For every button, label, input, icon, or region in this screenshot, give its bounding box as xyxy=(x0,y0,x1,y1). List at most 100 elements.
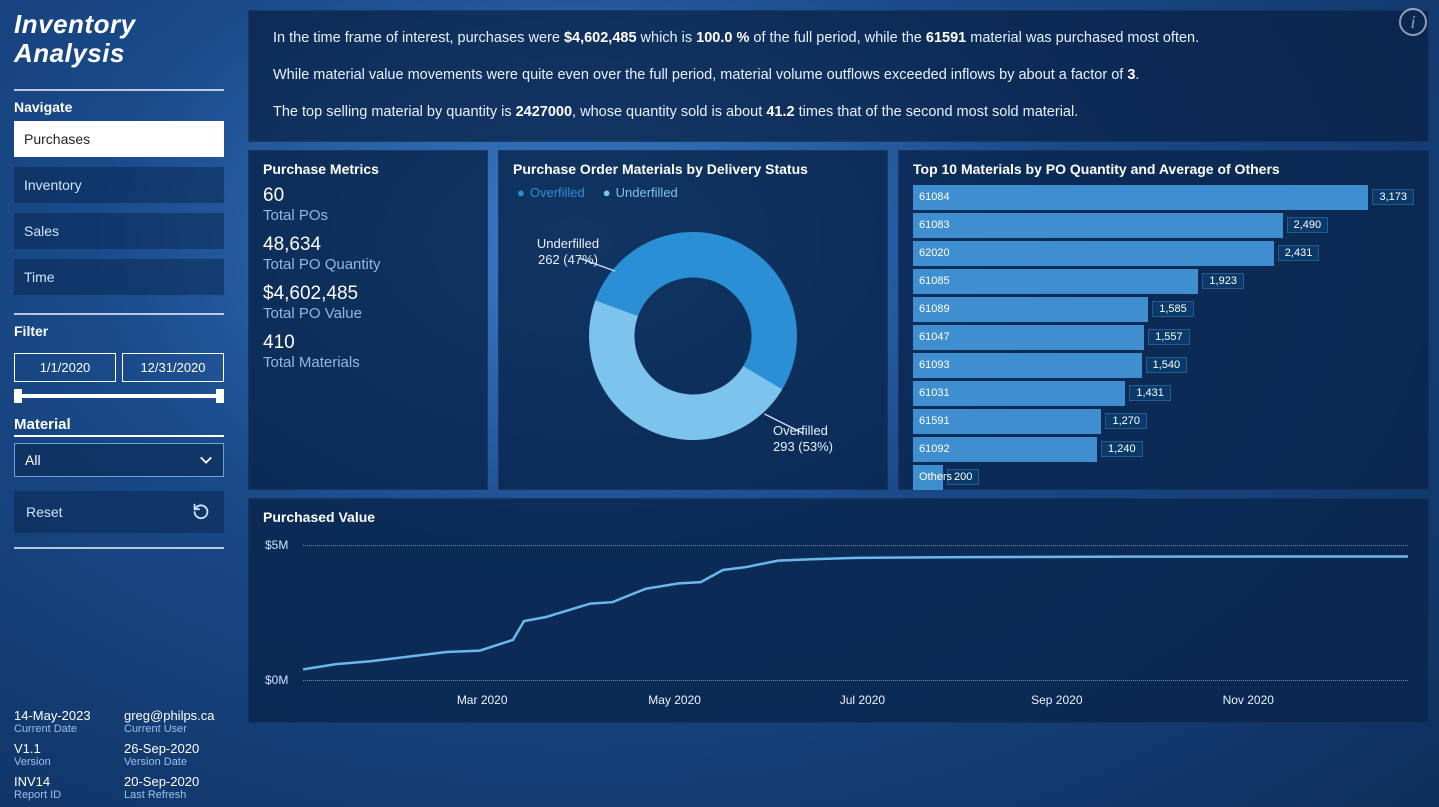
meta-version-date: 26-Sep-2020 xyxy=(124,741,224,756)
bar-value-badge: 1,431 xyxy=(1129,385,1171,401)
filter-heading: Filter xyxy=(14,323,224,339)
sidebar: Inventory Analysis Navigate Purchases Inv… xyxy=(0,0,238,807)
bar-value-badge: 1,270 xyxy=(1105,413,1147,429)
reset-label: Reset xyxy=(26,504,63,520)
nav-item-time[interactable]: Time xyxy=(14,259,224,295)
meta-report-id: INV14 xyxy=(14,774,114,789)
metric-label: Total PO Quantity xyxy=(263,256,473,273)
top10-materials-card: Top 10 Materials by PO Quantity and Aver… xyxy=(898,150,1429,490)
material-filter-label: Material xyxy=(14,416,224,437)
narrative-panel: In the time frame of interest, purchases… xyxy=(248,10,1429,142)
x-tick-label: Mar 2020 xyxy=(457,693,648,707)
bar-row[interactable]: 610851,923 xyxy=(913,269,1414,294)
bar-value-badge: 1,240 xyxy=(1101,441,1143,457)
delivery-status-card: Purchase Order Materials by Delivery Sta… xyxy=(498,150,888,490)
bar-row[interactable]: 620202,431 xyxy=(913,241,1414,266)
divider xyxy=(14,89,224,91)
undo-icon xyxy=(190,501,212,523)
bar-row[interactable]: 610471,557 xyxy=(913,325,1414,350)
y-tick-label: $5M xyxy=(265,538,288,552)
metric-label: Total PO Value xyxy=(263,305,473,322)
meta-current-date: 14-May-2023 xyxy=(14,708,114,723)
metric-label: Total Materials xyxy=(263,354,473,371)
divider xyxy=(14,313,224,315)
x-tick-label: Jul 2020 xyxy=(840,693,1031,707)
report-metadata: 14-May-2023Current Date greg@philps.caCu… xyxy=(14,702,224,801)
donut-legend: Overfilled Underfilled xyxy=(513,185,873,200)
top10-bar-list: 610843,173 610832,490 620202,431 610851,923… xyxy=(913,185,1414,490)
bar-row[interactable]: Others200 xyxy=(913,465,1414,490)
bar-fill: 61031 xyxy=(913,381,1125,406)
chevron-down-icon xyxy=(199,453,213,467)
x-tick-label: Nov 2020 xyxy=(1223,693,1414,707)
x-tick-label: May 2020 xyxy=(648,693,839,707)
bar-fill: 61093 xyxy=(913,353,1142,378)
bar-fill: 61047 xyxy=(913,325,1144,350)
metric-value: 410 xyxy=(263,332,473,354)
metric-value: 60 xyxy=(263,185,473,207)
material-select-value: All xyxy=(25,452,41,468)
narrative-line-3: The top selling material by quantity is … xyxy=(273,101,1404,124)
info-icon[interactable]: i xyxy=(1399,8,1427,36)
bar-row[interactable]: 610311,431 xyxy=(913,381,1414,406)
bar-value-badge: 1,557 xyxy=(1148,329,1190,345)
bar-fill: 61084 xyxy=(913,185,1368,210)
slider-handle-left[interactable] xyxy=(14,389,22,403)
line-chart[interactable]: $5M $0M xyxy=(265,533,1412,693)
bar-row[interactable]: 610931,540 xyxy=(913,353,1414,378)
bar-row[interactable]: 610832,490 xyxy=(913,213,1414,238)
x-axis-labels: Mar 2020May 2020Jul 2020Sep 2020Nov 2020 xyxy=(301,693,1414,707)
bar-value-badge: 1,585 xyxy=(1152,301,1194,317)
nav-item-inventory[interactable]: Inventory xyxy=(14,167,224,203)
y-tick-label: $0M xyxy=(265,673,288,687)
date-range-slider[interactable] xyxy=(14,394,224,398)
navigate-heading: Navigate xyxy=(14,99,224,115)
material-select[interactable]: All xyxy=(14,443,224,477)
meta-last-refresh: 20-Sep-2020 xyxy=(124,774,224,789)
slider-handle-right[interactable] xyxy=(216,389,224,403)
x-tick-label: Sep 2020 xyxy=(1031,693,1222,707)
bar-fill: 61083 xyxy=(913,213,1283,238)
bar-value-badge: 1,923 xyxy=(1202,273,1244,289)
legend-overfilled: Overfilled xyxy=(517,185,585,200)
meta-version: V1.1 xyxy=(14,741,114,756)
bar-row[interactable]: 610921,240 xyxy=(913,437,1414,462)
nav-item-sales[interactable]: Sales xyxy=(14,213,224,249)
bar-fill: 61591 xyxy=(913,409,1101,434)
bar-fill: 61085 xyxy=(913,269,1198,294)
card-title: Purchased Value xyxy=(263,509,1414,525)
legend-underfilled: Underfilled xyxy=(603,185,678,200)
metric-value: $4,602,485 xyxy=(263,283,473,305)
card-title: Purchase Order Materials by Delivery Sta… xyxy=(513,161,873,177)
meta-current-user: greg@philps.ca xyxy=(124,708,224,723)
bar-fill: 61092 xyxy=(913,437,1097,462)
bar-row[interactable]: 615911,270 xyxy=(913,409,1414,434)
app-title: Inventory Analysis xyxy=(14,10,224,67)
nav-item-purchases[interactable]: Purchases xyxy=(14,121,224,157)
date-to-input[interactable]: 12/31/2020 xyxy=(122,353,224,382)
donut-label-underfilled: Underfilled262 (47%) xyxy=(513,236,623,269)
bar-row[interactable]: 610843,173 xyxy=(913,185,1414,210)
purchase-metrics-card: Purchase Metrics 60Total POs48,634Total … xyxy=(248,150,488,490)
divider xyxy=(14,547,224,549)
donut-label-overfilled: Overfilled293 (53%) xyxy=(773,423,873,456)
bar-value-badge: 3,173 xyxy=(1372,189,1414,205)
narrative-line-2: While material value movements were quit… xyxy=(273,64,1404,87)
metric-value: 48,634 xyxy=(263,234,473,256)
card-title: Top 10 Materials by PO Quantity and Aver… xyxy=(913,161,1414,177)
reset-button[interactable]: Reset xyxy=(14,491,224,533)
card-title: Purchase Metrics xyxy=(263,161,473,177)
metric-label: Total POs xyxy=(263,207,473,224)
date-from-input[interactable]: 1/1/2020 xyxy=(14,353,116,382)
bar-fill: 61089 xyxy=(913,297,1148,322)
bar-fill: 62020 xyxy=(913,241,1274,266)
bar-value-badge: 2,490 xyxy=(1287,217,1329,233)
bar-value-badge: 2,431 xyxy=(1278,245,1320,261)
bar-fill: Others xyxy=(913,465,943,490)
main-content: In the time frame of interest, purchases… xyxy=(238,0,1439,807)
line-chart-svg xyxy=(303,533,1408,693)
bar-value-badge: 1,540 xyxy=(1146,357,1188,373)
narrative-line-1: In the time frame of interest, purchases… xyxy=(273,27,1404,50)
bar-row[interactable]: 610891,585 xyxy=(913,297,1414,322)
purchased-value-card: Purchased Value $5M $0M Mar 2020May 2020… xyxy=(248,498,1429,723)
